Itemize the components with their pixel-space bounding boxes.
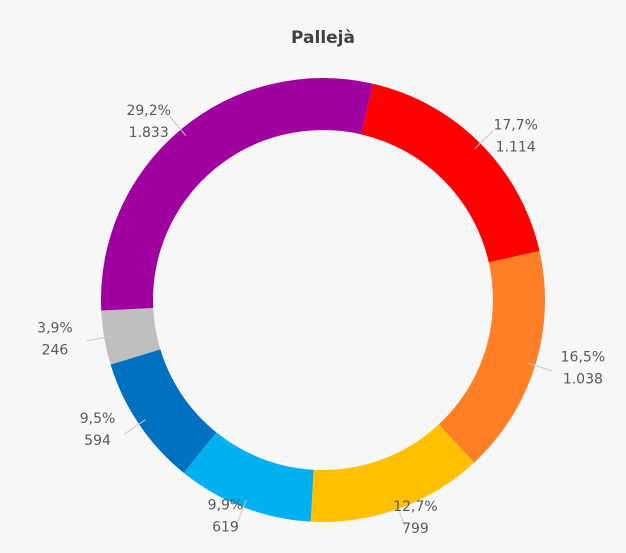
percentage-label: 16,5% (561, 349, 605, 365)
value-label: 1.114 (496, 139, 536, 155)
donut-segment (101, 308, 161, 365)
percentage-label: 9,5% (80, 411, 116, 427)
percentage-label: 3,9% (37, 320, 73, 336)
chart-title: Pallejà (291, 28, 355, 48)
value-label: 619 (212, 520, 239, 536)
value-label: 1.833 (129, 125, 169, 141)
leader-line (168, 115, 187, 137)
value-label: 1.038 (563, 371, 603, 387)
leader-line (86, 335, 113, 342)
donut-segment (101, 77, 373, 311)
percentage-label: 17,7% (493, 117, 537, 133)
donut-segment (183, 432, 314, 522)
value-label: 246 (42, 342, 69, 358)
donut-segment (438, 250, 546, 463)
leader-line (527, 362, 553, 372)
percentage-label: 29,2% (126, 103, 170, 119)
leader-line (395, 501, 406, 526)
leader-line (123, 419, 146, 435)
value-label: 799 (402, 521, 429, 537)
percentage-label: 12,7% (393, 499, 437, 515)
donut-segment (361, 83, 540, 263)
value-label: 594 (84, 433, 111, 449)
leader-line (474, 130, 494, 150)
leader-line (236, 499, 247, 525)
donut-segment (310, 424, 475, 522)
donut-segment (110, 349, 217, 473)
percentage-label: 9,9% (208, 498, 244, 514)
